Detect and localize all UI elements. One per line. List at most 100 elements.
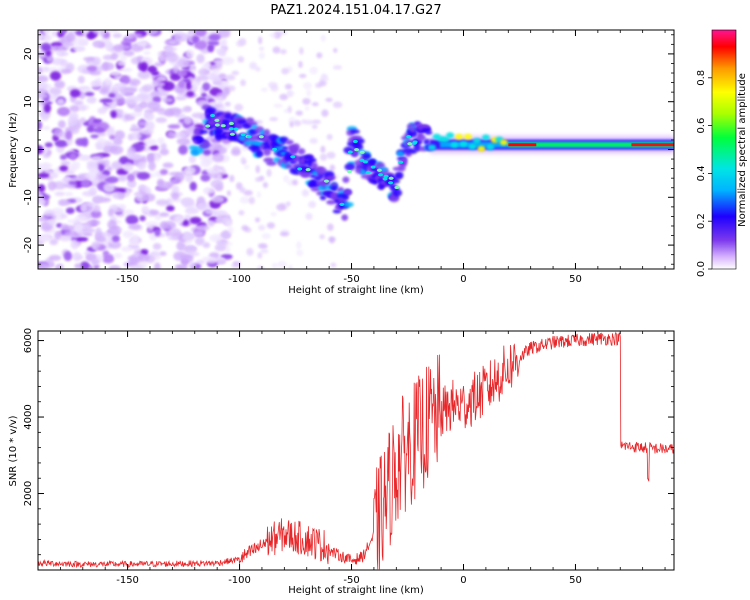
spectrogram-y-tick-label: -20 xyxy=(23,237,34,253)
heatmap-noise-blob xyxy=(142,145,151,152)
heatmap-noise-blob xyxy=(202,82,211,91)
heatmap-noise-blob xyxy=(187,251,200,257)
heatmap-peak xyxy=(472,137,481,144)
heatmap-peak xyxy=(205,124,211,128)
heatmap-noise-blob xyxy=(69,152,77,161)
heatmap-noise-blob xyxy=(220,168,227,176)
heatmap-noise-blob xyxy=(189,64,197,74)
heatmap-noise-blob xyxy=(286,201,291,207)
heatmap-noise-blob xyxy=(43,34,53,42)
heatmap-noise-blob xyxy=(185,80,192,91)
heatmap-noise-blob xyxy=(329,164,336,172)
heatmap-noise-blob xyxy=(196,201,210,211)
heatmap-peak xyxy=(258,135,264,139)
heatmap-noise-blob xyxy=(137,40,148,47)
heatmap-noise-blob xyxy=(106,166,113,172)
heatmap-noise-blob xyxy=(109,103,116,109)
heatmap-noise-blob xyxy=(181,255,194,264)
heatmap-noise-blob xyxy=(280,49,287,55)
heatmap-noise-blob xyxy=(174,172,185,182)
heatmap-signal-blob xyxy=(392,189,403,197)
colorbar-tick-label: 0.0 xyxy=(696,261,707,277)
heatmap-noise-blob xyxy=(146,101,161,111)
heatmap-noise-blob xyxy=(302,82,312,90)
heatmap-peak xyxy=(352,139,358,144)
heatmap-noise-blob xyxy=(261,233,271,239)
heatmap-noise-blob xyxy=(136,93,149,102)
heatmap-noise-blob xyxy=(96,145,105,151)
heatmap-noise-blob xyxy=(159,212,170,217)
heatmap-noise-blob xyxy=(123,209,135,215)
heatmap-noise-blob xyxy=(186,90,195,97)
heatmap-noise-blob xyxy=(48,254,62,261)
colorbar-ticks: 0.0 0.2 0.4 0.6 0.8 xyxy=(696,70,712,277)
heatmap-signal-blob xyxy=(394,171,404,180)
heatmap-noise-blob xyxy=(137,70,151,80)
heatmap-signal-blob xyxy=(342,201,354,208)
heatmap-noise-blob xyxy=(63,251,73,262)
heatmap-noise-blob xyxy=(110,110,117,119)
heatmap-noise-blob xyxy=(243,189,253,196)
heatmap-noise-blob xyxy=(55,48,66,57)
heatmap-signal-blob xyxy=(360,168,367,176)
heatmap-noise-blob xyxy=(126,151,134,159)
heatmap-peak xyxy=(406,135,412,139)
heatmap-noise-blob xyxy=(91,260,98,266)
heatmap-peak xyxy=(359,158,365,162)
heatmap-signal-blob xyxy=(396,150,406,157)
heatmap-noise-blob xyxy=(213,164,220,173)
heatmap-peak xyxy=(240,133,246,137)
heatmap-noise-blob xyxy=(221,38,228,46)
heatmap-signal-blob xyxy=(215,128,224,135)
heatmap-noise-blob xyxy=(240,79,246,87)
heatmap-noise-blob xyxy=(266,169,272,177)
heatmap-noise-blob xyxy=(106,127,116,138)
heatmap-noise-blob xyxy=(154,262,161,269)
heatmap-noise-blob xyxy=(66,32,76,43)
heatmap-noise-blob xyxy=(195,224,210,231)
heatmap-noise-blob xyxy=(38,163,44,173)
heatmap-noise-blob xyxy=(108,92,116,98)
heatmap-signal-blob xyxy=(416,134,426,141)
heatmap-noise-blob xyxy=(270,85,279,92)
heatmap-noise-blob xyxy=(73,223,84,233)
heatmap-signal-blob xyxy=(193,128,204,137)
heatmap-noise-blob xyxy=(254,177,262,182)
heatmap-noise-blob xyxy=(131,131,142,141)
heatmap-noise-blob xyxy=(189,216,202,225)
heatmap-noise-blob xyxy=(104,176,119,184)
heatmap-noise-blob xyxy=(77,155,91,161)
snr-series-line xyxy=(38,331,674,570)
heatmap-noise-blob xyxy=(122,230,134,239)
heatmap-noise-blob xyxy=(92,127,105,134)
heatmap-noise-blob xyxy=(319,153,328,161)
heatmap-signal-blob xyxy=(266,160,277,166)
heatmap-noise-blob xyxy=(108,265,121,269)
heatmap-noise-blob xyxy=(178,144,188,155)
heatmap-noise-blob xyxy=(98,30,106,37)
heatmap-noise-blob xyxy=(39,200,47,206)
heatmap-noise-blob xyxy=(183,166,196,175)
heatmap-noise-blob xyxy=(272,46,281,54)
heatmap-noise-blob xyxy=(168,228,182,238)
heatmap-noise-blob xyxy=(271,263,279,268)
heatmap-noise-blob xyxy=(60,68,72,74)
heatmap-noise-blob xyxy=(42,125,51,131)
heatmap-noise-blob xyxy=(229,174,235,183)
heatmap-noise-blob xyxy=(287,90,295,97)
heatmap-noise-blob xyxy=(101,62,115,71)
heatmap-noise-blob xyxy=(80,179,91,188)
heatmap-peak xyxy=(354,147,360,152)
heatmap-signal-blob xyxy=(307,157,317,163)
heatmap-noise-blob xyxy=(83,56,95,61)
heatmap-noise-blob xyxy=(239,187,246,193)
heatmap-noise-blob xyxy=(210,179,224,189)
heatmap-peak xyxy=(382,177,388,181)
heatmap-peak xyxy=(383,174,389,179)
heatmap-noise-blob xyxy=(181,197,194,206)
heatmap-noise-blob xyxy=(194,236,205,246)
heatmap-noise-blob xyxy=(283,108,289,113)
spectrogram-x-tick-label: -150 xyxy=(116,274,139,285)
heatmap-noise-blob xyxy=(109,145,124,155)
